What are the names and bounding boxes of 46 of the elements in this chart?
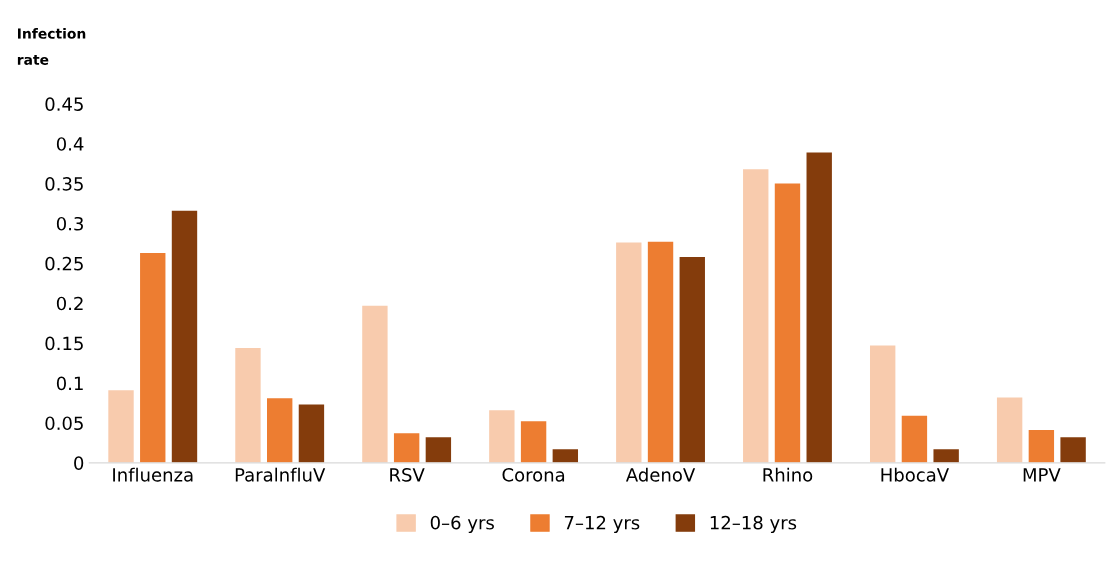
bar xyxy=(869,345,896,463)
y-tick-label: 0.45 xyxy=(45,97,83,111)
x-tick-label: MPV xyxy=(1023,468,1061,482)
bar xyxy=(1028,430,1055,463)
bar xyxy=(108,390,134,463)
y-tick-label: 0.15 xyxy=(45,336,83,351)
bar xyxy=(393,433,420,463)
bar xyxy=(679,256,705,463)
y-tick-label: 0.1 xyxy=(56,376,83,391)
bar xyxy=(774,183,801,463)
legend-label: 7–12 yrs xyxy=(564,515,640,533)
bar xyxy=(140,252,166,463)
bar xyxy=(616,242,642,463)
y-tick-label: 0.2 xyxy=(56,296,83,311)
bar xyxy=(171,210,198,463)
y-tick-label: 0 xyxy=(74,456,84,470)
y-tick-label: 0.25 xyxy=(45,256,83,271)
y-tick-label: 0.4 xyxy=(56,137,84,151)
bar xyxy=(489,410,515,463)
bar xyxy=(362,305,388,463)
y-tick-label: 0.35 xyxy=(45,177,83,191)
bar xyxy=(1060,437,1086,463)
bar xyxy=(901,415,928,463)
legend-label: 0–6 yrs xyxy=(430,515,494,533)
y-tick-label: 0.05 xyxy=(45,416,83,431)
bar xyxy=(933,449,959,463)
bar xyxy=(298,404,325,463)
bar xyxy=(552,449,579,463)
x-tick-label: HbocaV xyxy=(881,467,949,482)
x-tick-label: Influenza xyxy=(113,467,193,482)
bar xyxy=(267,398,293,463)
legend-label: 12–18 yrs xyxy=(710,515,797,533)
x-tick-label: ParalnfluV xyxy=(235,467,326,482)
bar xyxy=(743,169,769,463)
x-tick-label: Corona xyxy=(502,468,565,482)
x-tick-label: RSV xyxy=(390,468,425,482)
y-axis-title: Infection rate xyxy=(17,28,86,65)
bar xyxy=(806,152,832,463)
y-tick-label: 0.3 xyxy=(56,216,83,231)
bar xyxy=(425,437,452,463)
bar xyxy=(647,241,674,463)
bar xyxy=(996,397,1023,463)
bar xyxy=(235,347,261,463)
x-tick-label: AdenoV xyxy=(625,467,696,482)
x-tick-label: Rhino xyxy=(763,467,813,482)
bar xyxy=(520,421,547,463)
